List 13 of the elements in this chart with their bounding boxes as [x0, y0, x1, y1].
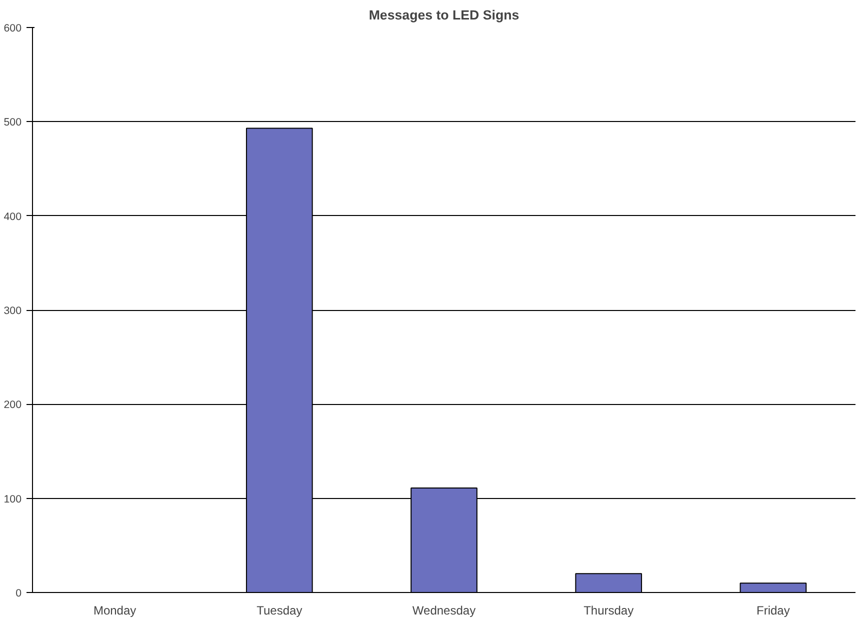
- y-tick-label: 400: [4, 210, 22, 223]
- chart-title: Messages to LED Signs: [368, 8, 520, 22]
- y-tick-label: 600: [4, 22, 22, 34]
- y-tick-label: 200: [4, 399, 22, 412]
- x-tick-label: Wednesday: [412, 604, 476, 618]
- y-tick-label: 0: [16, 588, 22, 600]
- x-tick-label: Thursday: [584, 604, 634, 618]
- y-tick-label: 100: [4, 493, 22, 506]
- x-tick-label: Monday: [93, 604, 136, 618]
- y-tick-label: 300: [4, 305, 22, 317]
- x-tick-label: Friday: [756, 604, 790, 618]
- y-tick-label: 500: [4, 116, 22, 129]
- x-tick-label: Tuesday: [256, 604, 302, 618]
